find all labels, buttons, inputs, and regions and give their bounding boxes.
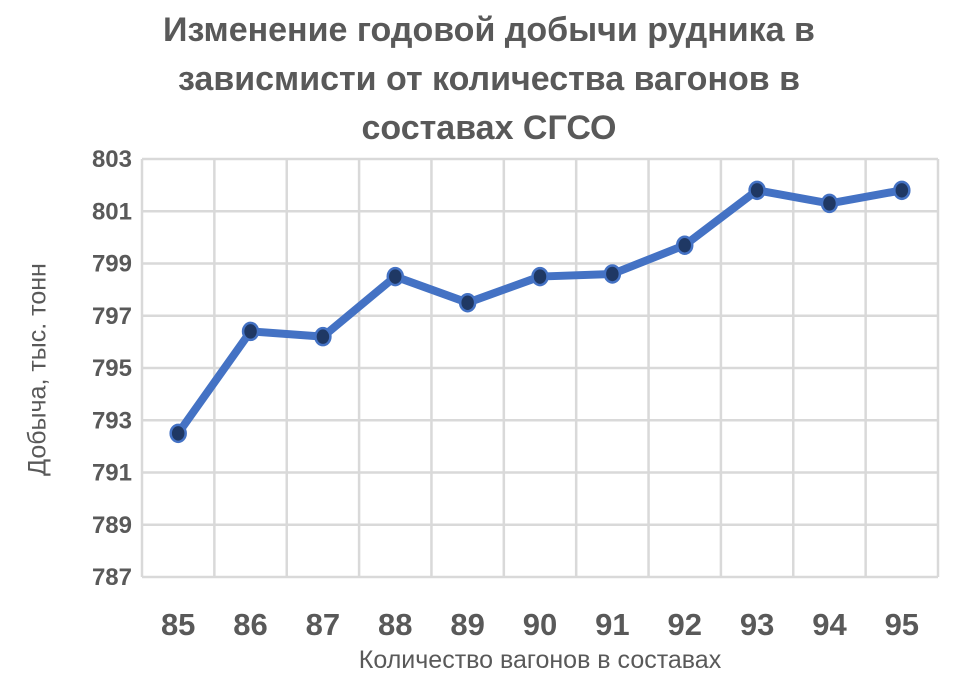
- y-tick-label: 797: [92, 303, 132, 330]
- chart-title: Изменение годовой добычи рудника в завис…: [163, 11, 815, 147]
- data-point: [603, 264, 622, 284]
- x-tick-label: 87: [306, 607, 340, 642]
- x-tick-label: 85: [161, 607, 195, 642]
- y-tick-label: 795: [92, 355, 132, 382]
- x-axis-label: Количество вагонов в составах: [358, 646, 722, 674]
- y-tick-label: 801: [92, 198, 132, 225]
- x-tick-label: 94: [812, 607, 847, 642]
- y-tick-label: 789: [92, 512, 132, 539]
- data-point: [531, 266, 549, 287]
- y-tick-label: 799: [92, 251, 132, 278]
- data-point: [748, 180, 766, 201]
- x-tick-label: 86: [233, 607, 267, 642]
- data-point: [458, 292, 477, 313]
- x-tick-label: 88: [378, 607, 412, 642]
- y-tick-label: 793: [92, 407, 132, 434]
- y-tick-label: 803: [92, 146, 132, 173]
- x-tick-label: 95: [885, 607, 919, 642]
- y-tick-label: 787: [92, 564, 132, 591]
- x-tick-label: 91: [595, 607, 629, 642]
- x-tick-label: 93: [740, 607, 774, 642]
- data-point: [386, 266, 405, 287]
- data-point: [241, 321, 260, 342]
- data-point: [820, 193, 839, 214]
- data-point: [314, 326, 332, 347]
- x-tick-label: 90: [523, 607, 557, 642]
- data-point: [893, 180, 911, 201]
- x-tick-label: 92: [667, 607, 701, 642]
- x-tick-label: 89: [450, 607, 484, 642]
- data-point: [169, 423, 187, 444]
- data-point: [675, 235, 694, 255]
- y-tick-label: 791: [92, 460, 132, 487]
